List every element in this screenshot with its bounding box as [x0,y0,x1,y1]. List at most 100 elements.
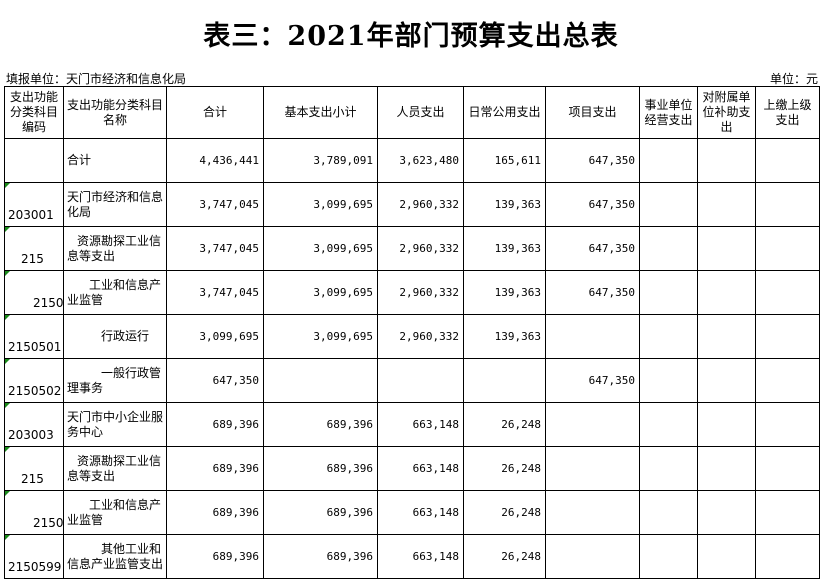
row-business [639,270,698,315]
row-subsidy [697,402,756,447]
row-personnel [377,358,464,403]
row-basic [263,358,378,403]
row-upper [755,446,820,491]
row-total: 3,099,695 [166,314,264,359]
table-row: 203003 天门市中小企业服务中心 689,396 689,396 663,1… [4,402,820,447]
row-total: 689,396 [166,534,264,579]
row-subsidy [697,358,756,403]
table-row: 215 资源勘探工业信息等支出 3,747,045 3,099,695 2,96… [4,226,820,271]
row-project: 647,350 [545,358,640,403]
row-personnel: 663,148 [377,534,464,579]
row-code: 21505 [4,490,64,535]
row-basic: 689,396 [263,446,378,491]
row-public: 139,363 [463,182,546,227]
header-code: 支出功能分类科目编码 [4,86,64,139]
row-subsidy [697,138,756,183]
row-code: 2150599 [4,534,64,579]
header-total: 合计 [166,86,264,139]
row-basic: 3,099,695 [263,182,378,227]
row-code: 203003 [4,402,64,447]
row-basic: 689,396 [263,534,378,579]
row-subsidy [697,182,756,227]
row-basic: 689,396 [263,490,378,535]
row-total: 689,396 [166,446,264,491]
row-project: 647,350 [545,270,640,315]
row-project [545,314,640,359]
row-upper [755,270,820,315]
row-public [463,358,546,403]
row-subsidy [697,314,756,359]
row-total: 3,747,045 [166,182,264,227]
row-total: 647,350 [166,358,264,403]
header-project: 项目支出 [545,86,640,139]
table-row: 203001 天门市经济和信息化局 3,747,045 3,099,695 2,… [4,182,820,227]
row-upper [755,490,820,535]
row-subsidy [697,270,756,315]
row-code: 2150501 [4,314,64,359]
header-business: 事业单位经营支出 [639,86,698,139]
row-personnel: 663,148 [377,446,464,491]
row-business [639,182,698,227]
row-basic: 3,789,091 [263,138,378,183]
row-basic: 3,099,695 [263,226,378,271]
row-subsidy [697,490,756,535]
row-public: 26,248 [463,402,546,447]
row-name: 其他工业和信息产业监管支出 [63,534,167,579]
row-business [639,358,698,403]
row-upper [755,314,820,359]
row-personnel: 663,148 [377,402,464,447]
row-code: 2150502 [4,358,64,403]
row-basic: 3,099,695 [263,270,378,315]
row-name: 天门市经济和信息化局 [63,182,167,227]
row-name: 行政运行 [63,314,167,359]
row-personnel: 663,148 [377,490,464,535]
row-personnel: 2,960,332 [377,270,464,315]
currency-unit: 单位：元 [769,72,818,86]
row-code: 21505 [4,270,64,315]
header-subsidy: 对附属单位补助支出 [697,86,756,139]
row-project [545,446,640,491]
row-business [639,534,698,579]
row-public: 165,611 [463,138,546,183]
row-project [545,402,640,447]
row-public: 139,363 [463,226,546,271]
row-subsidy [697,534,756,579]
table-row: 2150502 一般行政管理事务 647,350 647,350 [4,358,820,403]
row-subsidy [697,446,756,491]
row-public: 26,248 [463,490,546,535]
row-code: 203001 [4,182,64,227]
row-name: 合计 [63,138,167,183]
row-personnel: 2,960,332 [377,226,464,271]
row-public: 139,363 [463,270,546,315]
row-subsidy [697,226,756,271]
row-project: 647,350 [545,226,640,271]
row-name: 天门市中小企业服务中心 [63,402,167,447]
row-personnel: 2,960,332 [377,314,464,359]
row-code: 215 [4,446,64,491]
row-name: 一般行政管理事务 [63,358,167,403]
row-basic: 689,396 [263,402,378,447]
row-business [639,138,698,183]
row-project [545,534,640,579]
header-basic: 基本支出小计 [263,86,378,139]
row-personnel: 3,623,480 [377,138,464,183]
row-total: 3,747,045 [166,226,264,271]
header-upper: 上缴上级支出 [755,86,820,139]
row-business [639,446,698,491]
table-row: 21505 工业和信息产业监管 3,747,045 3,099,695 2,96… [4,270,820,315]
reporting-unit: 填报单位：天门市经济和信息化局 [6,72,187,86]
row-name: 工业和信息产业监管 [63,270,167,315]
header-public: 日常公用支出 [463,86,546,139]
row-business [639,314,698,359]
header-personnel: 人员支出 [377,86,464,139]
header-row: 支出功能分类科目编码 支出功能分类科目名称 合计 基本支出小计 人员支出 日常公… [4,86,820,139]
table-row: 215 资源勘探工业信息等支出 689,396 689,396 663,148 … [4,446,820,491]
table-row: 合计 4,436,441 3,789,091 3,623,480 165,611… [4,138,820,183]
row-total: 4,436,441 [166,138,264,183]
row-basic: 3,099,695 [263,314,378,359]
row-name: 工业和信息产业监管 [63,490,167,535]
row-business [639,226,698,271]
row-total: 3,747,045 [166,270,264,315]
row-upper [755,402,820,447]
header-name: 支出功能分类科目名称 [63,86,167,139]
